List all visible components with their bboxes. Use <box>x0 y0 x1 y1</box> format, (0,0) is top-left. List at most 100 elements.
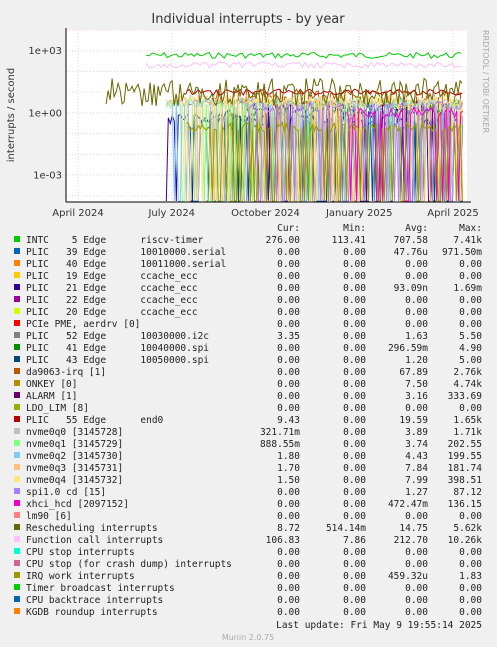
legend-value: 1.71k <box>453 427 482 438</box>
legend-value: 4.74k <box>453 379 482 390</box>
legend-swatch <box>14 320 20 326</box>
legend-value: 199.55 <box>448 451 482 462</box>
legend-value: 7.86 <box>343 535 366 546</box>
legend-value: 0.00 <box>405 271 428 282</box>
legend-value: 3.74 <box>405 439 428 450</box>
legend-value: 0.00 <box>405 511 428 522</box>
legend-value: 0.00 <box>343 343 366 354</box>
legend-swatch <box>14 476 20 482</box>
legend-swatch <box>14 404 20 410</box>
x-tick-label: July 2024 <box>147 208 195 219</box>
x-tick-label: April 2024 <box>52 208 103 219</box>
legend-series-name: Rescheduling interrupts <box>26 523 158 534</box>
legend-swatch <box>14 536 20 542</box>
rrdtool-side-label: RRDTOOL / TOBI OETIKER <box>481 30 490 133</box>
legend-value: 0.00 <box>277 391 300 402</box>
legend-series-name: xhci_hcd [2097152] <box>26 499 129 510</box>
legend-swatch <box>14 380 20 386</box>
legend-swatch <box>14 248 20 254</box>
legend-value: 0.00 <box>405 559 428 570</box>
legend-value: 398.51 <box>448 475 483 486</box>
legend-value: 0.00 <box>277 307 300 318</box>
legend-series-name: CPU stop (for crash dump) interrupts <box>26 559 232 570</box>
x-tick-label: October 2024 <box>231 208 300 219</box>
legend-value: 0.00 <box>277 547 300 558</box>
legend-swatch <box>14 440 20 446</box>
legend-value: 93.09n <box>394 283 428 294</box>
legend-value: 212.70 <box>394 535 429 546</box>
legend-value: 0.00 <box>277 511 300 522</box>
legend-value: 1.27 <box>405 487 428 498</box>
legend-value: 276.00 <box>266 235 301 246</box>
legend-swatch <box>14 500 20 506</box>
last-update: Last update: Fri May 9 19:55:14 2025 <box>276 620 482 631</box>
legend-series-name: PLIC 39 Edge 10010000.serial <box>26 247 226 258</box>
legend-column-header: Avg: <box>405 223 428 234</box>
legend-value: 0.00 <box>277 271 300 282</box>
legend-value: 9.43 <box>277 415 300 426</box>
legend-value: 0.00 <box>405 607 428 618</box>
axes <box>65 28 471 203</box>
grid-lines <box>66 29 467 202</box>
legend-value: 0.00 <box>277 607 300 618</box>
legend-value: 3.16 <box>405 391 428 402</box>
legend-swatch <box>14 236 20 242</box>
legend: Cur: Min: Avg: Max: INTC 5 Edge riscv-timer 2… <box>14 223 482 618</box>
legend-series-name: KGDB roundup interrupts <box>26 607 158 618</box>
legend-swatch <box>14 296 20 302</box>
legend-value: 0.00 <box>343 547 366 558</box>
legend-value: 7.99 <box>405 475 428 486</box>
legend-value: 113.41 <box>332 235 367 246</box>
legend-value: 47.76u <box>394 247 428 258</box>
legend-value: 0.00 <box>459 511 482 522</box>
legend-value: 0.00 <box>277 403 300 414</box>
legend-value: 0.00 <box>459 607 482 618</box>
legend-value: 0.00 <box>343 391 366 402</box>
legend-swatch <box>14 344 20 350</box>
legend-value: 7.50 <box>405 379 428 390</box>
legend-value: 0.00 <box>277 295 300 306</box>
legend-value: 4.43 <box>405 451 428 462</box>
legend-value: 514.14m <box>326 523 366 534</box>
series-line <box>145 61 462 70</box>
legend-series-name: nvme0q3 [3145731] <box>26 463 123 474</box>
legend-value: 0.00 <box>277 367 300 378</box>
legend-swatch <box>14 452 20 458</box>
x-tick-label: April 2025 <box>427 208 478 219</box>
legend-series-name: Function call interrupts <box>26 535 163 546</box>
legend-swatch <box>14 584 20 590</box>
legend-value: 0.00 <box>343 427 366 438</box>
legend-value: 0.00 <box>343 247 366 258</box>
legend-swatch <box>14 332 20 338</box>
legend-series-name: nvme0q1 [3145729] <box>26 439 123 450</box>
legend-swatch <box>14 308 20 314</box>
legend-value: 1.50 <box>277 475 300 486</box>
legend-series-name: nvme0q0 [3145728] <box>26 427 123 438</box>
legend-series-name: PLIC 41 Edge 10040000.spi <box>26 343 209 354</box>
x-tick-labels: April 2024 July 2024 October 2024 January 2… <box>52 208 478 219</box>
legend-column-header: Min: <box>343 223 366 234</box>
legend-value: 0.00 <box>343 307 366 318</box>
legend-swatch <box>14 572 20 578</box>
legend-value: 333.69 <box>448 391 483 402</box>
series-line <box>105 77 463 107</box>
legend-value: 0.00 <box>277 259 300 270</box>
legend-value: 0.00 <box>405 403 428 414</box>
legend-value: 321.71m <box>260 427 300 438</box>
legend-series-name: LDO_LIM [8] <box>26 403 89 414</box>
legend-value: 5.00 <box>459 355 482 366</box>
legend-value: 296.59m <box>388 343 428 354</box>
legend-series-name: lm90 [6] <box>26 511 72 522</box>
legend-value: 0.00 <box>405 319 428 330</box>
legend-series-name: PLIC 22 Edge ccache_ecc <box>26 295 198 306</box>
legend-swatch <box>14 512 20 518</box>
legend-swatch <box>14 608 20 614</box>
legend-value: 0.00 <box>343 403 366 414</box>
legend-swatch <box>14 368 20 374</box>
legend-value: 0.00 <box>343 487 366 498</box>
legend-value: 0.00 <box>459 559 482 570</box>
legend-value: 0.00 <box>343 607 366 618</box>
legend-value: 0.00 <box>277 343 300 354</box>
legend-value: 0.00 <box>405 595 428 606</box>
legend-value: 0.00 <box>277 247 300 258</box>
